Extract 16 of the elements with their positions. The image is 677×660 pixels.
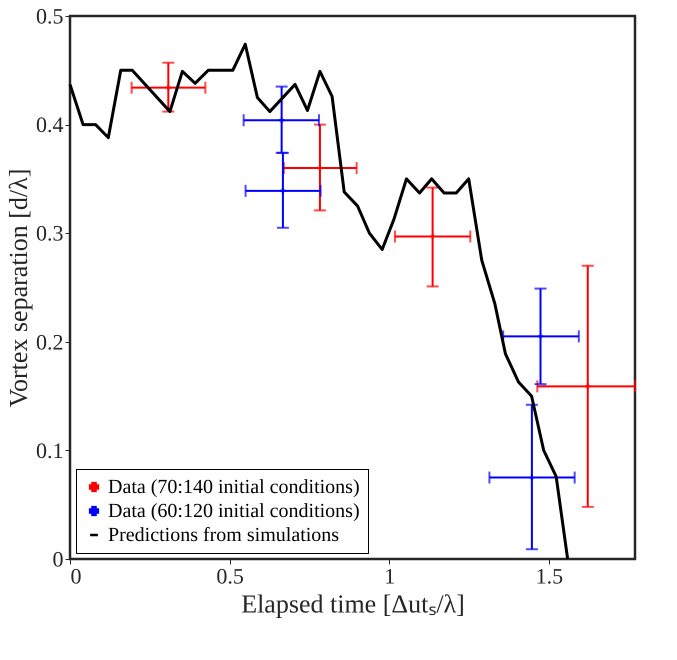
line-series bbox=[68, 42, 570, 560]
x-axis-title: Elapsed time [Δutₛ/λ] bbox=[241, 590, 465, 618]
y-tick-label: 0.2 bbox=[36, 329, 64, 354]
y-tick-label: 0.3 bbox=[36, 220, 64, 246]
y-tick-label: 0.4 bbox=[36, 112, 64, 138]
x-tick-label: 1.5 bbox=[536, 564, 564, 588]
legend-label: Data (70:140 initial conditions) bbox=[108, 476, 360, 498]
y-tick-label: 0 bbox=[52, 546, 64, 572]
y-axis-title: Vortex separation [d/λ] bbox=[4, 168, 33, 408]
y-tick-label: 0.1 bbox=[36, 438, 64, 463]
x-tick-label: 0 bbox=[70, 564, 82, 588]
y-tick-label: 0.5 bbox=[36, 4, 64, 28]
x-tick-label: 0.5 bbox=[216, 564, 244, 588]
legend-label: Predictions from simulations bbox=[108, 524, 340, 546]
legend-label: Data (60:120 initial conditions) bbox=[108, 500, 360, 522]
x-tick-label: 1 bbox=[384, 564, 396, 588]
